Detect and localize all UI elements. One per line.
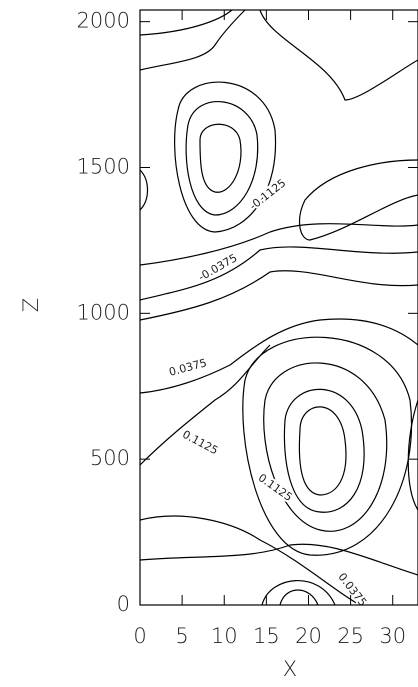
contour-label: -0.0375 — [196, 251, 239, 283]
contour-line — [139, 515, 361, 606]
contour-label: 0.0375 — [168, 356, 209, 379]
x-axis-label: X — [283, 657, 297, 681]
contour-line — [139, 543, 418, 576]
contour-line — [174, 81, 277, 233]
y-tick-label: 500 — [90, 446, 130, 470]
x-tick-label: 15 — [253, 624, 280, 648]
contour-line — [407, 399, 418, 511]
contour-label: -0.1125 — [247, 176, 288, 212]
contour-line — [261, 580, 336, 606]
contour-line — [139, 9, 246, 71]
x-tick-label: 0 — [133, 624, 146, 648]
contour-line — [139, 318, 418, 394]
contour-line — [139, 246, 418, 301]
y-axis-label: Z — [19, 298, 43, 312]
contour-line — [298, 159, 418, 241]
contour-label: 0.0375 — [335, 571, 369, 609]
contour-line — [298, 406, 347, 496]
x-tick-label: 20 — [295, 624, 322, 648]
y-tick-label: 1000 — [77, 300, 130, 324]
contour-line — [259, 9, 418, 101]
x-tick-label: 10 — [211, 624, 238, 648]
contour-line — [242, 336, 413, 556]
x-tick-label: 30 — [379, 624, 406, 648]
contour-line — [185, 101, 259, 216]
x-tick-label: 25 — [337, 624, 364, 648]
contour-line — [263, 362, 388, 532]
plot-frame — [139, 9, 418, 606]
y-tick-label: 1500 — [77, 155, 130, 179]
contour-line — [139, 223, 418, 266]
contour-line — [199, 123, 242, 193]
x-tick-label: 5 — [175, 624, 188, 648]
contour-line — [139, 9, 233, 36]
contour-line — [139, 270, 418, 321]
contour-label: 0.1125 — [180, 428, 220, 458]
contour-line — [139, 169, 149, 211]
y-tick-label: 0 — [117, 592, 130, 616]
contour-line — [139, 344, 271, 466]
contour-line — [279, 589, 319, 606]
contour-line — [283, 388, 365, 513]
y-tick-label: 2000 — [77, 9, 130, 33]
